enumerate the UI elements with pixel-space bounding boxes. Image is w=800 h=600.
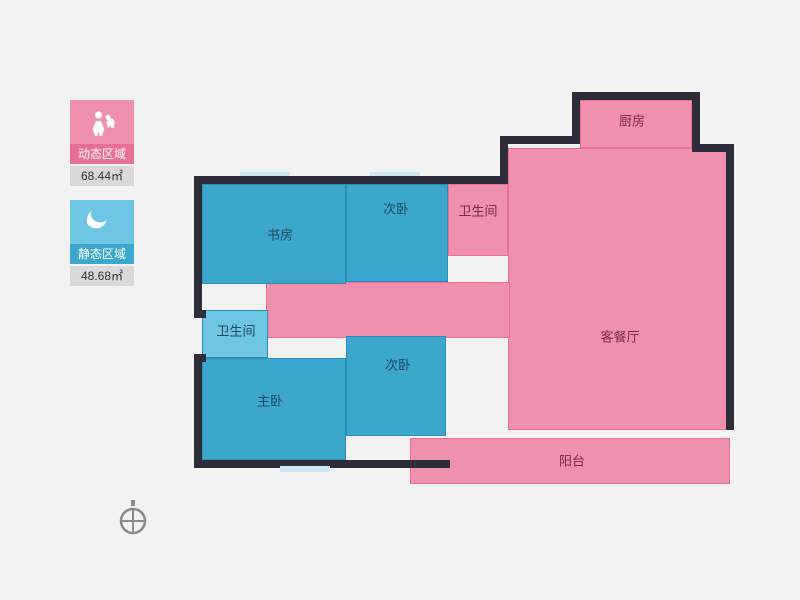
wall-segment xyxy=(194,354,202,464)
wall-segment xyxy=(194,310,206,318)
room-bath2 xyxy=(202,310,268,358)
wall-segment xyxy=(726,144,734,430)
room-bath1 xyxy=(448,184,508,256)
window-mark xyxy=(280,466,330,472)
legend-static-icon xyxy=(70,200,134,244)
room-living xyxy=(508,148,730,430)
floor-plan-stage: 厨房客餐厅卫生间阳台书房次卧次卧主卧卫生间动态区域68.44㎡静态区域48.68… xyxy=(0,0,800,600)
room-master xyxy=(202,358,346,460)
legend-static-value: 48.68㎡ xyxy=(70,266,134,286)
legend-active-value: 68.44㎡ xyxy=(70,166,134,186)
room-balcony xyxy=(410,438,730,484)
window-mark xyxy=(240,172,290,176)
wall-segment xyxy=(194,176,500,184)
window-mark xyxy=(370,172,420,176)
room-bed2b xyxy=(346,336,446,436)
legend-active-title: 动态区域 xyxy=(70,144,134,164)
room-hallway xyxy=(266,282,510,338)
legend-active-icon xyxy=(70,100,134,144)
wall-segment xyxy=(500,136,572,144)
legend-static-title: 静态区域 xyxy=(70,244,134,264)
room-bed2a xyxy=(346,184,448,282)
legend-active: 动态区域68.44㎡ xyxy=(70,100,134,186)
room-study xyxy=(202,184,346,284)
legend-static: 静态区域48.68㎡ xyxy=(70,200,134,286)
room-kitchen xyxy=(580,100,692,148)
wall-segment xyxy=(194,176,202,310)
wall-segment xyxy=(572,92,692,100)
compass-icon xyxy=(118,500,148,536)
wall-segment xyxy=(692,92,700,144)
